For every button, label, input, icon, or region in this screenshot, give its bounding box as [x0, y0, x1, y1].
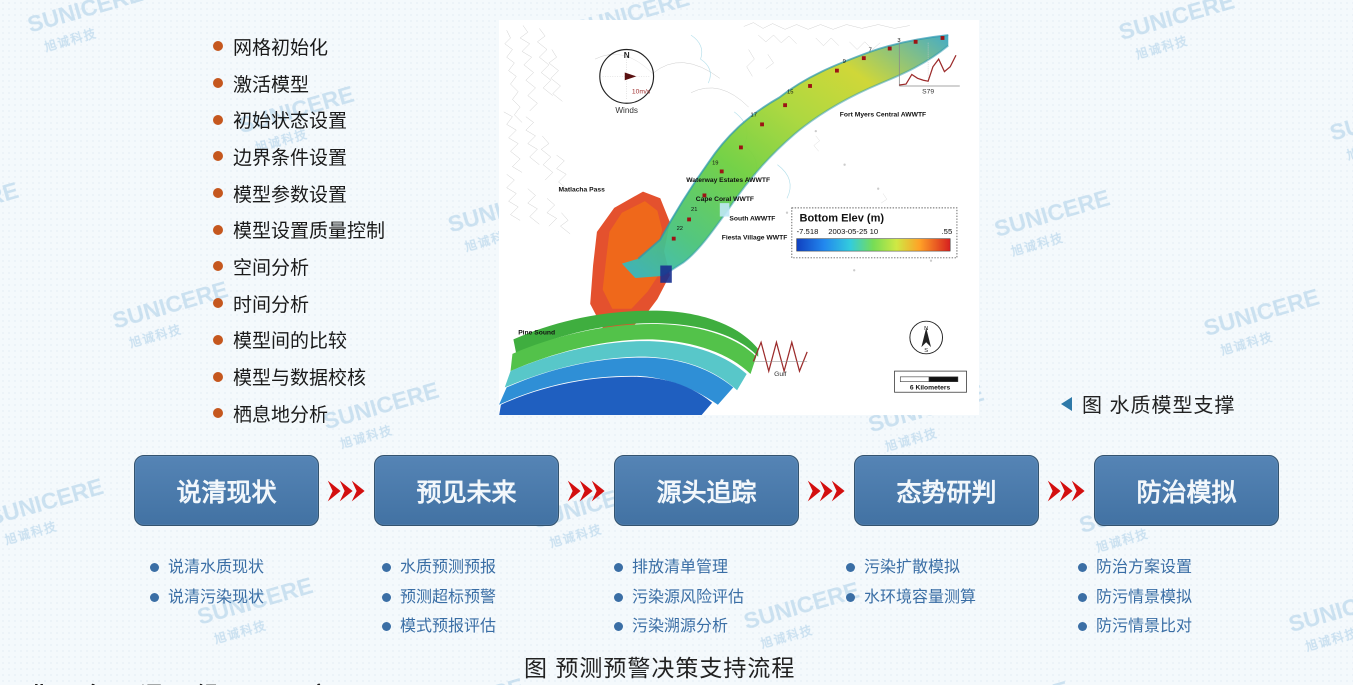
svg-text:Bottom Elev (m): Bottom Elev (m)	[799, 212, 884, 224]
svg-text:Cape Coral WWTF: Cape Coral WWTF	[696, 196, 754, 203]
svg-text:.55: .55	[942, 227, 953, 236]
svg-text:South AWWTF: South AWWTF	[729, 215, 775, 222]
svg-text:Matlacha Pass: Matlacha Pass	[559, 187, 606, 194]
svg-text:22: 22	[677, 226, 683, 232]
svg-text:Fiesta Village WWTF: Fiesta Village WWTF	[722, 235, 788, 242]
svg-text:15: 15	[787, 90, 793, 96]
svg-text:7: 7	[869, 47, 872, 53]
svg-text:S: S	[924, 348, 928, 354]
svg-text:Winds: Winds	[615, 106, 638, 115]
svg-text:S79: S79	[922, 89, 934, 96]
svg-text:9: 9	[843, 59, 846, 65]
svg-text:Waterway Estates AWWTF: Waterway Estates AWWTF	[686, 177, 770, 184]
svg-text:21: 21	[691, 207, 697, 213]
svg-text:2003-05-25 10: 2003-05-25 10	[828, 227, 878, 236]
svg-text:19: 19	[712, 161, 718, 167]
svg-text:Pine Sound: Pine Sound	[518, 330, 555, 337]
svg-text:Gulf: Gulf	[774, 371, 786, 378]
svg-text:-7.518: -7.518	[797, 227, 819, 236]
svg-text:Fort Myers Central AWWTF: Fort Myers Central AWWTF	[840, 112, 926, 119]
svg-text:10m/s: 10m/s	[632, 89, 651, 96]
svg-text:6 Kilometers: 6 Kilometers	[910, 384, 951, 391]
svg-text:17: 17	[751, 113, 757, 119]
